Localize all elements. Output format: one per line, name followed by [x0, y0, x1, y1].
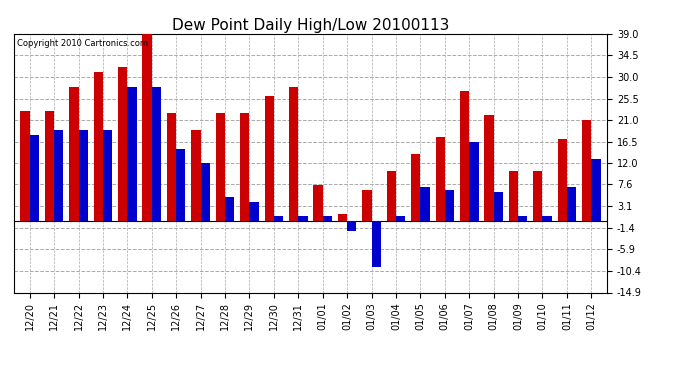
Bar	[558, 140, 567, 221]
Bar	[191, 130, 201, 221]
Bar	[347, 221, 357, 231]
Bar	[225, 197, 235, 221]
Bar	[128, 87, 137, 221]
Bar	[69, 87, 79, 221]
Bar	[216, 113, 225, 221]
Bar	[94, 72, 103, 221]
Bar	[79, 130, 88, 221]
Bar	[484, 116, 493, 221]
Bar	[338, 214, 347, 221]
Bar	[118, 68, 128, 221]
Bar	[493, 192, 503, 221]
Bar	[460, 92, 469, 221]
Bar	[542, 216, 552, 221]
Bar	[289, 87, 298, 221]
Bar	[386, 171, 396, 221]
Bar	[264, 96, 274, 221]
Bar	[411, 154, 420, 221]
Bar	[176, 149, 186, 221]
Bar	[518, 216, 527, 221]
Bar	[396, 216, 405, 221]
Title: Dew Point Daily High/Low 20100113: Dew Point Daily High/Low 20100113	[172, 18, 449, 33]
Bar	[469, 142, 478, 221]
Bar	[313, 185, 323, 221]
Bar	[323, 216, 332, 221]
Bar	[54, 130, 63, 221]
Bar	[582, 120, 591, 221]
Bar	[143, 34, 152, 221]
Bar	[509, 171, 518, 221]
Bar	[298, 216, 308, 221]
Bar	[21, 111, 30, 221]
Bar	[240, 113, 250, 221]
Bar	[533, 171, 542, 221]
Bar	[201, 164, 210, 221]
Bar	[30, 135, 39, 221]
Bar	[45, 111, 54, 221]
Bar	[591, 159, 600, 221]
Bar	[362, 190, 371, 221]
Bar	[435, 137, 445, 221]
Bar	[274, 216, 283, 221]
Bar	[152, 87, 161, 221]
Text: Copyright 2010 Cartronics.com: Copyright 2010 Cartronics.com	[17, 39, 148, 48]
Bar	[567, 188, 576, 221]
Bar	[167, 113, 176, 221]
Bar	[103, 130, 112, 221]
Bar	[420, 188, 430, 221]
Bar	[250, 202, 259, 221]
Bar	[371, 221, 381, 267]
Bar	[445, 190, 454, 221]
